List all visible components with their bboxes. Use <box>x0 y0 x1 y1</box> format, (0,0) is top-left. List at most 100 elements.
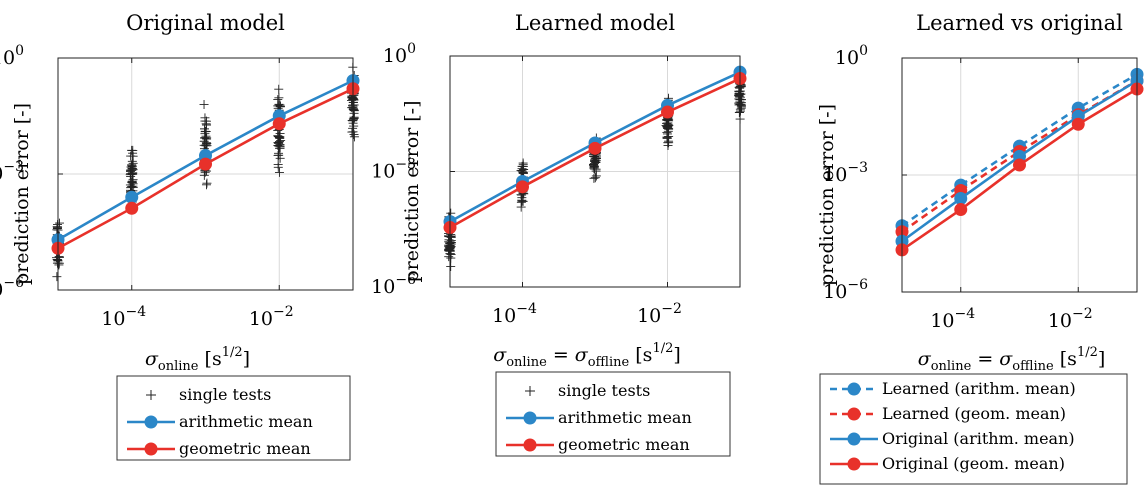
x-axis-label: σonline = σoffline [s1/2] <box>918 345 1106 374</box>
single-test-marker <box>273 101 283 111</box>
single-test-marker <box>518 196 528 206</box>
single-test-marker <box>199 140 209 150</box>
y-tick-label: 100 <box>0 43 24 69</box>
legend-box <box>819 373 1128 485</box>
chart-title: Original model <box>126 11 285 35</box>
single-test-marker <box>662 133 672 143</box>
single-test-marker <box>127 165 137 175</box>
legend-marker-2 <box>523 438 537 452</box>
legend-label-single-tests: single tests <box>558 381 650 400</box>
legend-label-single-tests: single tests <box>179 385 271 404</box>
single-test-marker <box>202 138 212 148</box>
series-point-1 <box>125 190 139 204</box>
series-point-2 <box>125 201 139 215</box>
x-axis-label: σonline = σoffline [s1/2] <box>493 341 681 370</box>
single-test-marker <box>517 164 527 174</box>
x-tick-label: 10−4 <box>101 304 146 330</box>
y-tick-label: 10−3 <box>371 157 416 183</box>
x-tick-label: 10−2 <box>637 301 682 327</box>
legend: Learned (arithm. mean) Learned (geom. mea… <box>819 373 1128 485</box>
single-test-marker <box>516 202 526 212</box>
legend-marker-2 <box>144 442 158 456</box>
single-test-marker <box>202 178 212 188</box>
single-test-marker <box>200 113 210 123</box>
single-test-marker <box>127 168 137 178</box>
single-test-marker <box>128 169 138 179</box>
legend-marker-2 <box>847 407 861 421</box>
single-test-marker <box>349 121 359 131</box>
series-point-2 <box>588 141 602 155</box>
chart-panel-3: Learned vs original 10−4 10−2 100 10−3 10−6pr… <box>816 11 1144 485</box>
x-axis-label: σonline [s1/2] <box>145 345 250 374</box>
legend-marker-4 <box>847 457 861 471</box>
series-point-3 <box>954 191 968 205</box>
single-test-marker <box>128 151 138 161</box>
single-test-marker <box>734 90 744 100</box>
single-test-marker <box>446 237 456 247</box>
single-test-marker <box>349 129 359 139</box>
y-tick-label: 10−6 <box>371 272 416 298</box>
single-test-marker <box>274 99 284 109</box>
single-test-marker <box>591 156 601 166</box>
y-axis-label: prediction error [-] <box>11 103 33 285</box>
legend: single tests arithmetic mean geometric mea… <box>495 371 731 457</box>
single-tests-group <box>52 62 359 282</box>
y-tick-label: 100 <box>835 43 868 69</box>
legend: single tests arithmetic mean geometric mea… <box>116 375 351 461</box>
single-test-marker <box>519 164 529 174</box>
y-axis-label: prediction error [-] <box>401 100 423 282</box>
x-tick-label: 10−2 <box>249 304 294 330</box>
legend-label-2: geometric mean <box>558 435 690 454</box>
single-test-marker <box>662 121 672 131</box>
series-point-2 <box>199 157 212 171</box>
legend-label-4: Original (geom. mean) <box>882 454 1065 473</box>
single-test-marker <box>275 141 285 151</box>
y-tick-label: 100 <box>383 41 416 67</box>
single-test-marker <box>274 150 284 160</box>
single-test-marker <box>200 126 210 136</box>
single-test-marker <box>199 124 209 134</box>
legend-marker-1 <box>144 415 158 429</box>
legend-label-2: geometric mean <box>179 439 311 458</box>
single-test-marker <box>274 137 284 147</box>
y-tick-label: 10−3 <box>823 160 868 186</box>
series-point-2 <box>272 117 286 131</box>
series-point-4 <box>954 203 968 217</box>
legend-label-1: arithmetic mean <box>558 408 692 427</box>
legend-marker-3 <box>847 432 861 446</box>
legend-label-2: Learned (geom. mean) <box>882 404 1066 423</box>
single-test-marker <box>276 135 286 145</box>
single-test-marker <box>201 119 211 129</box>
single-test-marker <box>273 162 283 172</box>
x-tick-label: 10−4 <box>492 301 537 327</box>
legend-label-1: arithmetic mean <box>179 412 313 431</box>
legend-label-3: Original (arithm. mean) <box>882 429 1075 448</box>
single-test-marker <box>446 262 456 272</box>
series-line-1 <box>901 73 1138 227</box>
single-test-marker <box>591 166 601 176</box>
series-point-2 <box>516 180 529 194</box>
single-test-marker <box>199 100 209 110</box>
series-point-2 <box>661 105 674 119</box>
single-test-marker <box>349 105 359 115</box>
y-tick-label: 10−6 <box>823 277 868 303</box>
chart-panel-2: Learned model 10−4 10−2 100 10−3 10−6predicti… <box>371 11 747 457</box>
chart-title: Learned model <box>515 11 675 35</box>
y-tick-label: 10−3 <box>0 159 24 185</box>
single-test-marker <box>274 167 284 177</box>
single-test-marker <box>347 127 357 137</box>
legend-single-tests-marker <box>525 386 535 396</box>
single-test-marker <box>446 253 456 263</box>
x-tick-label: 10−4 <box>930 306 975 332</box>
series-point-4 <box>1071 117 1085 131</box>
x-tick-label: 10−2 <box>1048 306 1093 332</box>
legend-label-1: Learned (arithm. mean) <box>882 379 1076 398</box>
single-test-marker <box>589 164 599 174</box>
single-test-marker <box>590 173 600 183</box>
single-test-marker <box>52 272 62 282</box>
series-point-4 <box>1013 158 1026 172</box>
single-test-marker <box>347 115 357 125</box>
single-test-marker <box>590 153 600 163</box>
single-test-marker <box>274 84 284 94</box>
